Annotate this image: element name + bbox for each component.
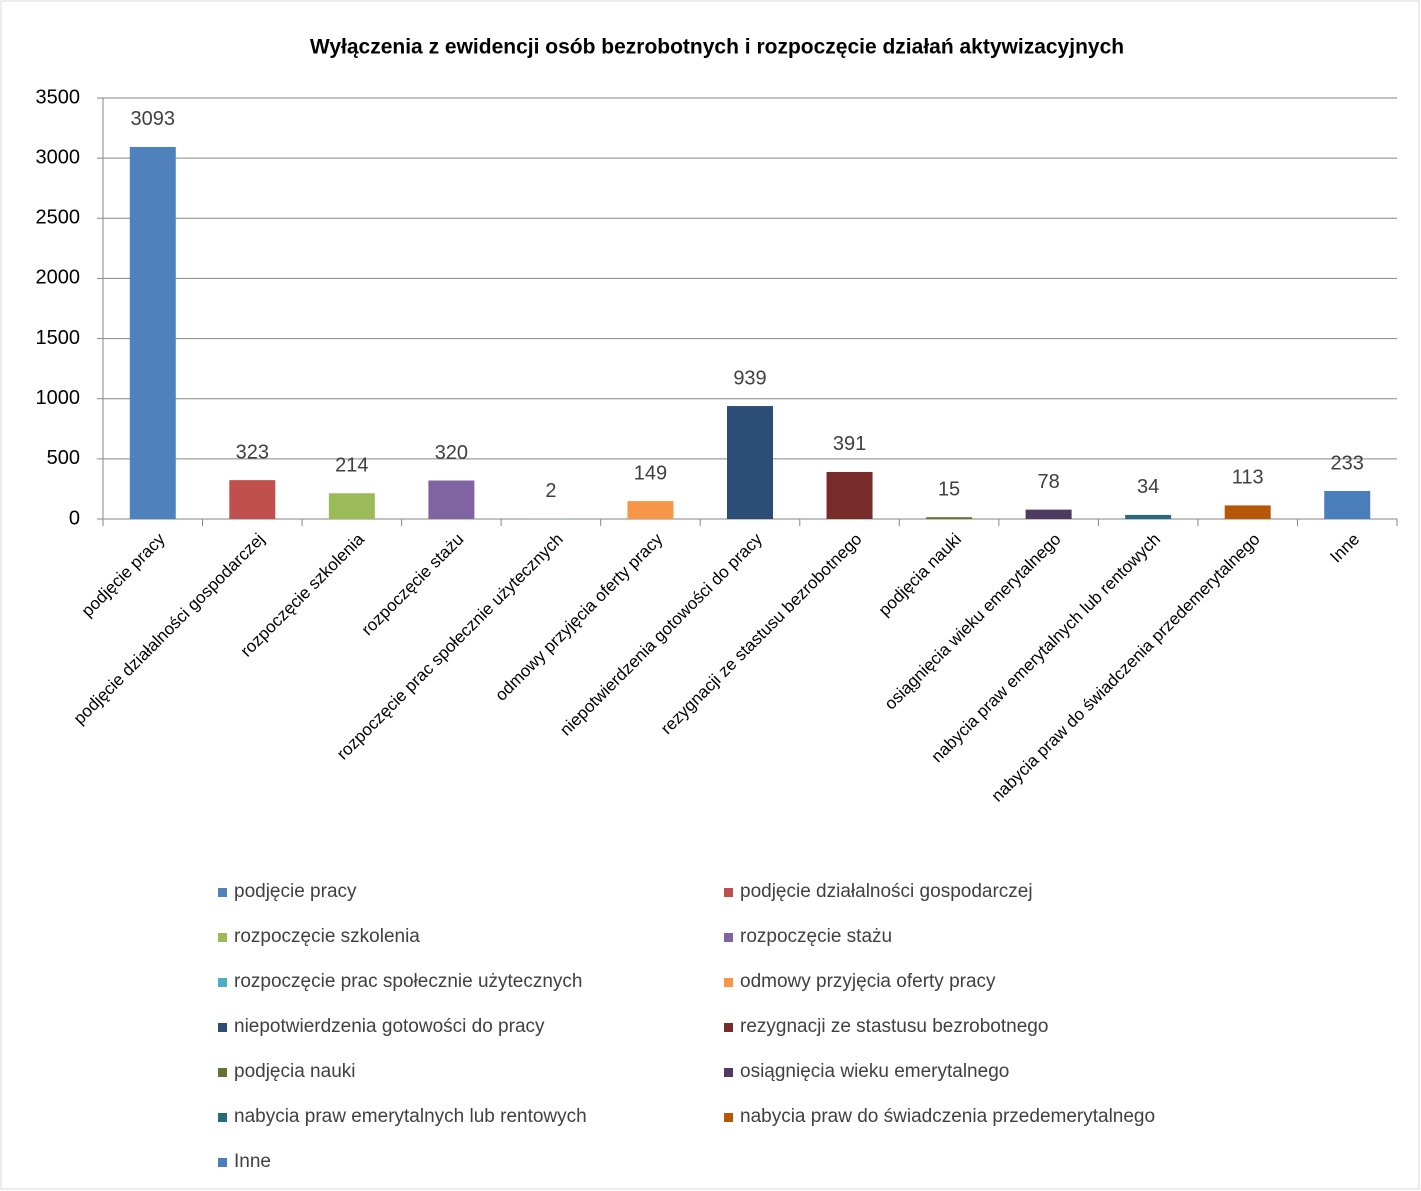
- legend-label: podjęcie działalności gospodarczej: [740, 881, 1033, 902]
- legend-label: osiągnięcia wieku emerytalnego: [740, 1061, 1009, 1082]
- bar: [1224, 505, 1271, 519]
- legend-marker: [218, 1113, 227, 1122]
- y-tick-label: 1000: [36, 387, 81, 409]
- legend-label: odmowy przyjęcia oferty pracy: [740, 971, 996, 992]
- legend-marker: [218, 1068, 227, 1077]
- data-label: 233: [1331, 452, 1364, 474]
- legend-label: rozpoczęcie stażu: [740, 926, 892, 947]
- legend-marker: [724, 888, 733, 897]
- y-tick-label: 500: [47, 447, 80, 469]
- y-tick-label: 3500: [36, 86, 81, 108]
- legend-marker: [724, 1113, 733, 1122]
- legend-label: rezygnacji ze stastusu bezrobotnego: [740, 1016, 1048, 1037]
- bar: [229, 480, 276, 519]
- legend-label: nabycia praw do świadczenia przedemeryta…: [740, 1106, 1155, 1127]
- chart-title: Wyłączenia z ewidencji osób bezrobotnych…: [310, 36, 1124, 59]
- legend-label: podjęcia nauki: [234, 1061, 355, 1082]
- bar: [328, 493, 375, 519]
- legend-marker: [218, 978, 227, 987]
- legend-label: niepotwierdzenia gotowości do pracy: [234, 1016, 545, 1037]
- y-tick-label: 1500: [36, 327, 81, 349]
- data-label: 149: [634, 462, 667, 484]
- data-label: 113: [1232, 467, 1264, 489]
- legend-marker: [218, 933, 227, 942]
- legend-marker: [724, 933, 733, 942]
- data-label: 939: [733, 367, 766, 389]
- data-label: 323: [236, 441, 269, 463]
- y-tick-label: 2000: [36, 267, 81, 289]
- legend-marker: [724, 1068, 733, 1077]
- bar: [1125, 514, 1172, 519]
- bar: [926, 517, 973, 519]
- y-tick-label: 0: [69, 507, 80, 529]
- data-label: 391: [833, 433, 866, 455]
- data-label: 2: [545, 480, 556, 502]
- bar: [727, 406, 773, 519]
- y-tick-label: 2500: [36, 207, 81, 229]
- legend-marker: [218, 1023, 227, 1032]
- legend-marker: [724, 978, 733, 987]
- legend-marker: [724, 1023, 733, 1032]
- legend-marker: [218, 1158, 227, 1167]
- data-label: 320: [435, 442, 468, 464]
- bar: [1324, 490, 1371, 519]
- bar: [627, 501, 674, 519]
- data-label: 34: [1137, 476, 1159, 498]
- legend-label: rozpoczęcie szkolenia: [234, 926, 420, 947]
- bar: [1025, 509, 1072, 519]
- data-label: 78: [1037, 471, 1059, 493]
- legend-marker: [218, 888, 227, 897]
- legend-label: Inne: [234, 1151, 271, 1172]
- y-tick-label: 3000: [36, 146, 81, 168]
- legend-label: podjęcie pracy: [234, 881, 357, 902]
- bar: [826, 471, 873, 519]
- data-label: 214: [335, 455, 368, 477]
- bar: [428, 480, 475, 519]
- legend-label: rozpoczęcie prac społecznie użytecznych: [234, 971, 583, 992]
- data-label: 15: [938, 478, 960, 500]
- data-label: 3093: [131, 108, 176, 130]
- bar: [129, 146, 176, 519]
- legend-label: nabycia praw emerytalnych lub rentowych: [234, 1106, 587, 1127]
